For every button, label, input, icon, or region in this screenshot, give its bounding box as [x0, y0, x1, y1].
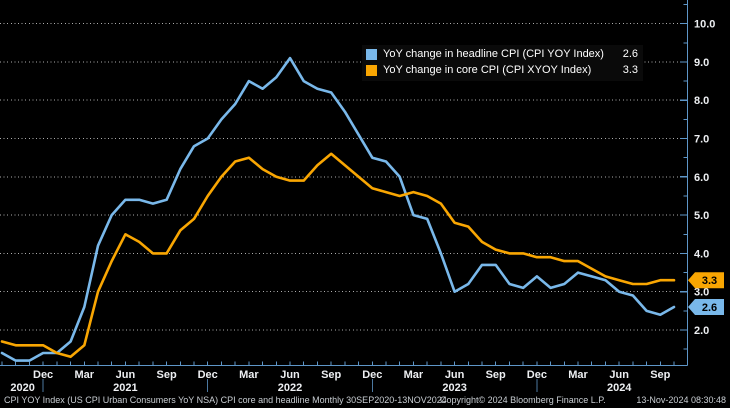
chart-footer: CPI YOY Index (US CPI Urban Consumers Yo… [0, 393, 730, 408]
svg-text:Sep: Sep [157, 369, 177, 381]
svg-text:Dec: Dec [527, 369, 547, 381]
legend-item-headline[interactable]: YoY change in headline CPI (CPI YOY Inde… [366, 47, 638, 62]
legend-item-core[interactable]: YoY change in core CPI (CPI XYOY Index) … [366, 63, 638, 78]
svg-text:9.0: 9.0 [694, 57, 709, 69]
svg-text:Mar: Mar [75, 369, 95, 381]
svg-text:Mar: Mar [239, 369, 259, 381]
headline-series-swatch-icon [366, 49, 377, 60]
svg-text:2020: 2020 [10, 382, 34, 394]
svg-text:Jun: Jun [445, 369, 465, 381]
svg-text:2.0: 2.0 [694, 325, 709, 337]
axes [0, 0, 689, 367]
legend-core-label: YoY change in core CPI (CPI XYOY Index) [383, 64, 592, 76]
svg-text:8.0: 8.0 [694, 95, 709, 107]
gridlines [0, 23, 686, 331]
svg-text:2.6: 2.6 [702, 302, 717, 314]
svg-text:Jun: Jun [280, 369, 300, 381]
svg-text:Dec: Dec [33, 369, 53, 381]
svg-text:3.3: 3.3 [702, 275, 717, 287]
svg-text:6.0: 6.0 [694, 172, 709, 184]
x-axis-labels: Dec Mar Jun Sep Dec Mar Jun Sep Dec Mar Jun Sep Dec M… [1, 361, 675, 394]
svg-text:Jun: Jun [116, 369, 136, 381]
legend-headline-label: YoY change in headline CPI (CPI YOY Inde… [383, 48, 604, 60]
svg-text:Sep: Sep [486, 369, 506, 381]
last-value-tags: 2.6 3.3 [688, 272, 724, 315]
chart-legend: YoY change in headline CPI (CPI YOY Inde… [362, 45, 643, 81]
svg-text:Sep: Sep [321, 369, 341, 381]
legend-headline-value: 2.6 [622, 48, 638, 60]
svg-text:Mar: Mar [404, 369, 424, 381]
svg-text:Dec: Dec [198, 369, 218, 381]
svg-text:Mar: Mar [568, 369, 588, 381]
svg-text:Sep: Sep [650, 369, 670, 381]
core-series-swatch-icon [366, 65, 377, 76]
svg-text:2021: 2021 [113, 382, 137, 394]
svg-text:2023: 2023 [442, 382, 466, 394]
headline-cpi-line[interactable] [0, 56, 676, 362]
core-axis-tag: 3.3 [688, 272, 724, 289]
svg-text:2022: 2022 [278, 382, 302, 394]
core-cpi-line[interactable] [0, 152, 676, 359]
series-lines [0, 56, 676, 362]
footer-description: CPI YOY Index (US CPI Urban Consumers Yo… [4, 395, 447, 405]
svg-text:Dec: Dec [362, 369, 382, 381]
svg-text:7.0: 7.0 [694, 134, 709, 146]
legend-core-value: 3.3 [622, 64, 638, 76]
svg-text:5.0: 5.0 [694, 210, 709, 222]
headline-axis-tag: 2.6 [688, 299, 724, 315]
svg-text:10.0: 10.0 [694, 19, 715, 31]
svg-text:2024: 2024 [607, 382, 632, 394]
svg-text:Jun: Jun [609, 369, 629, 381]
svg-text:4.0: 4.0 [694, 248, 709, 260]
footer-copyright: Copyright© 2024 Bloomberg Finance L.P. [440, 395, 606, 405]
y-axis-labels: 2.0 3.0 4.0 5.0 6.0 7.0 8.0 9.0 10.0 [680, 4, 715, 350]
footer-timestamp: 13-Nov-2024 08:30:48 [636, 395, 726, 405]
svg-text:3.0: 3.0 [694, 287, 709, 299]
